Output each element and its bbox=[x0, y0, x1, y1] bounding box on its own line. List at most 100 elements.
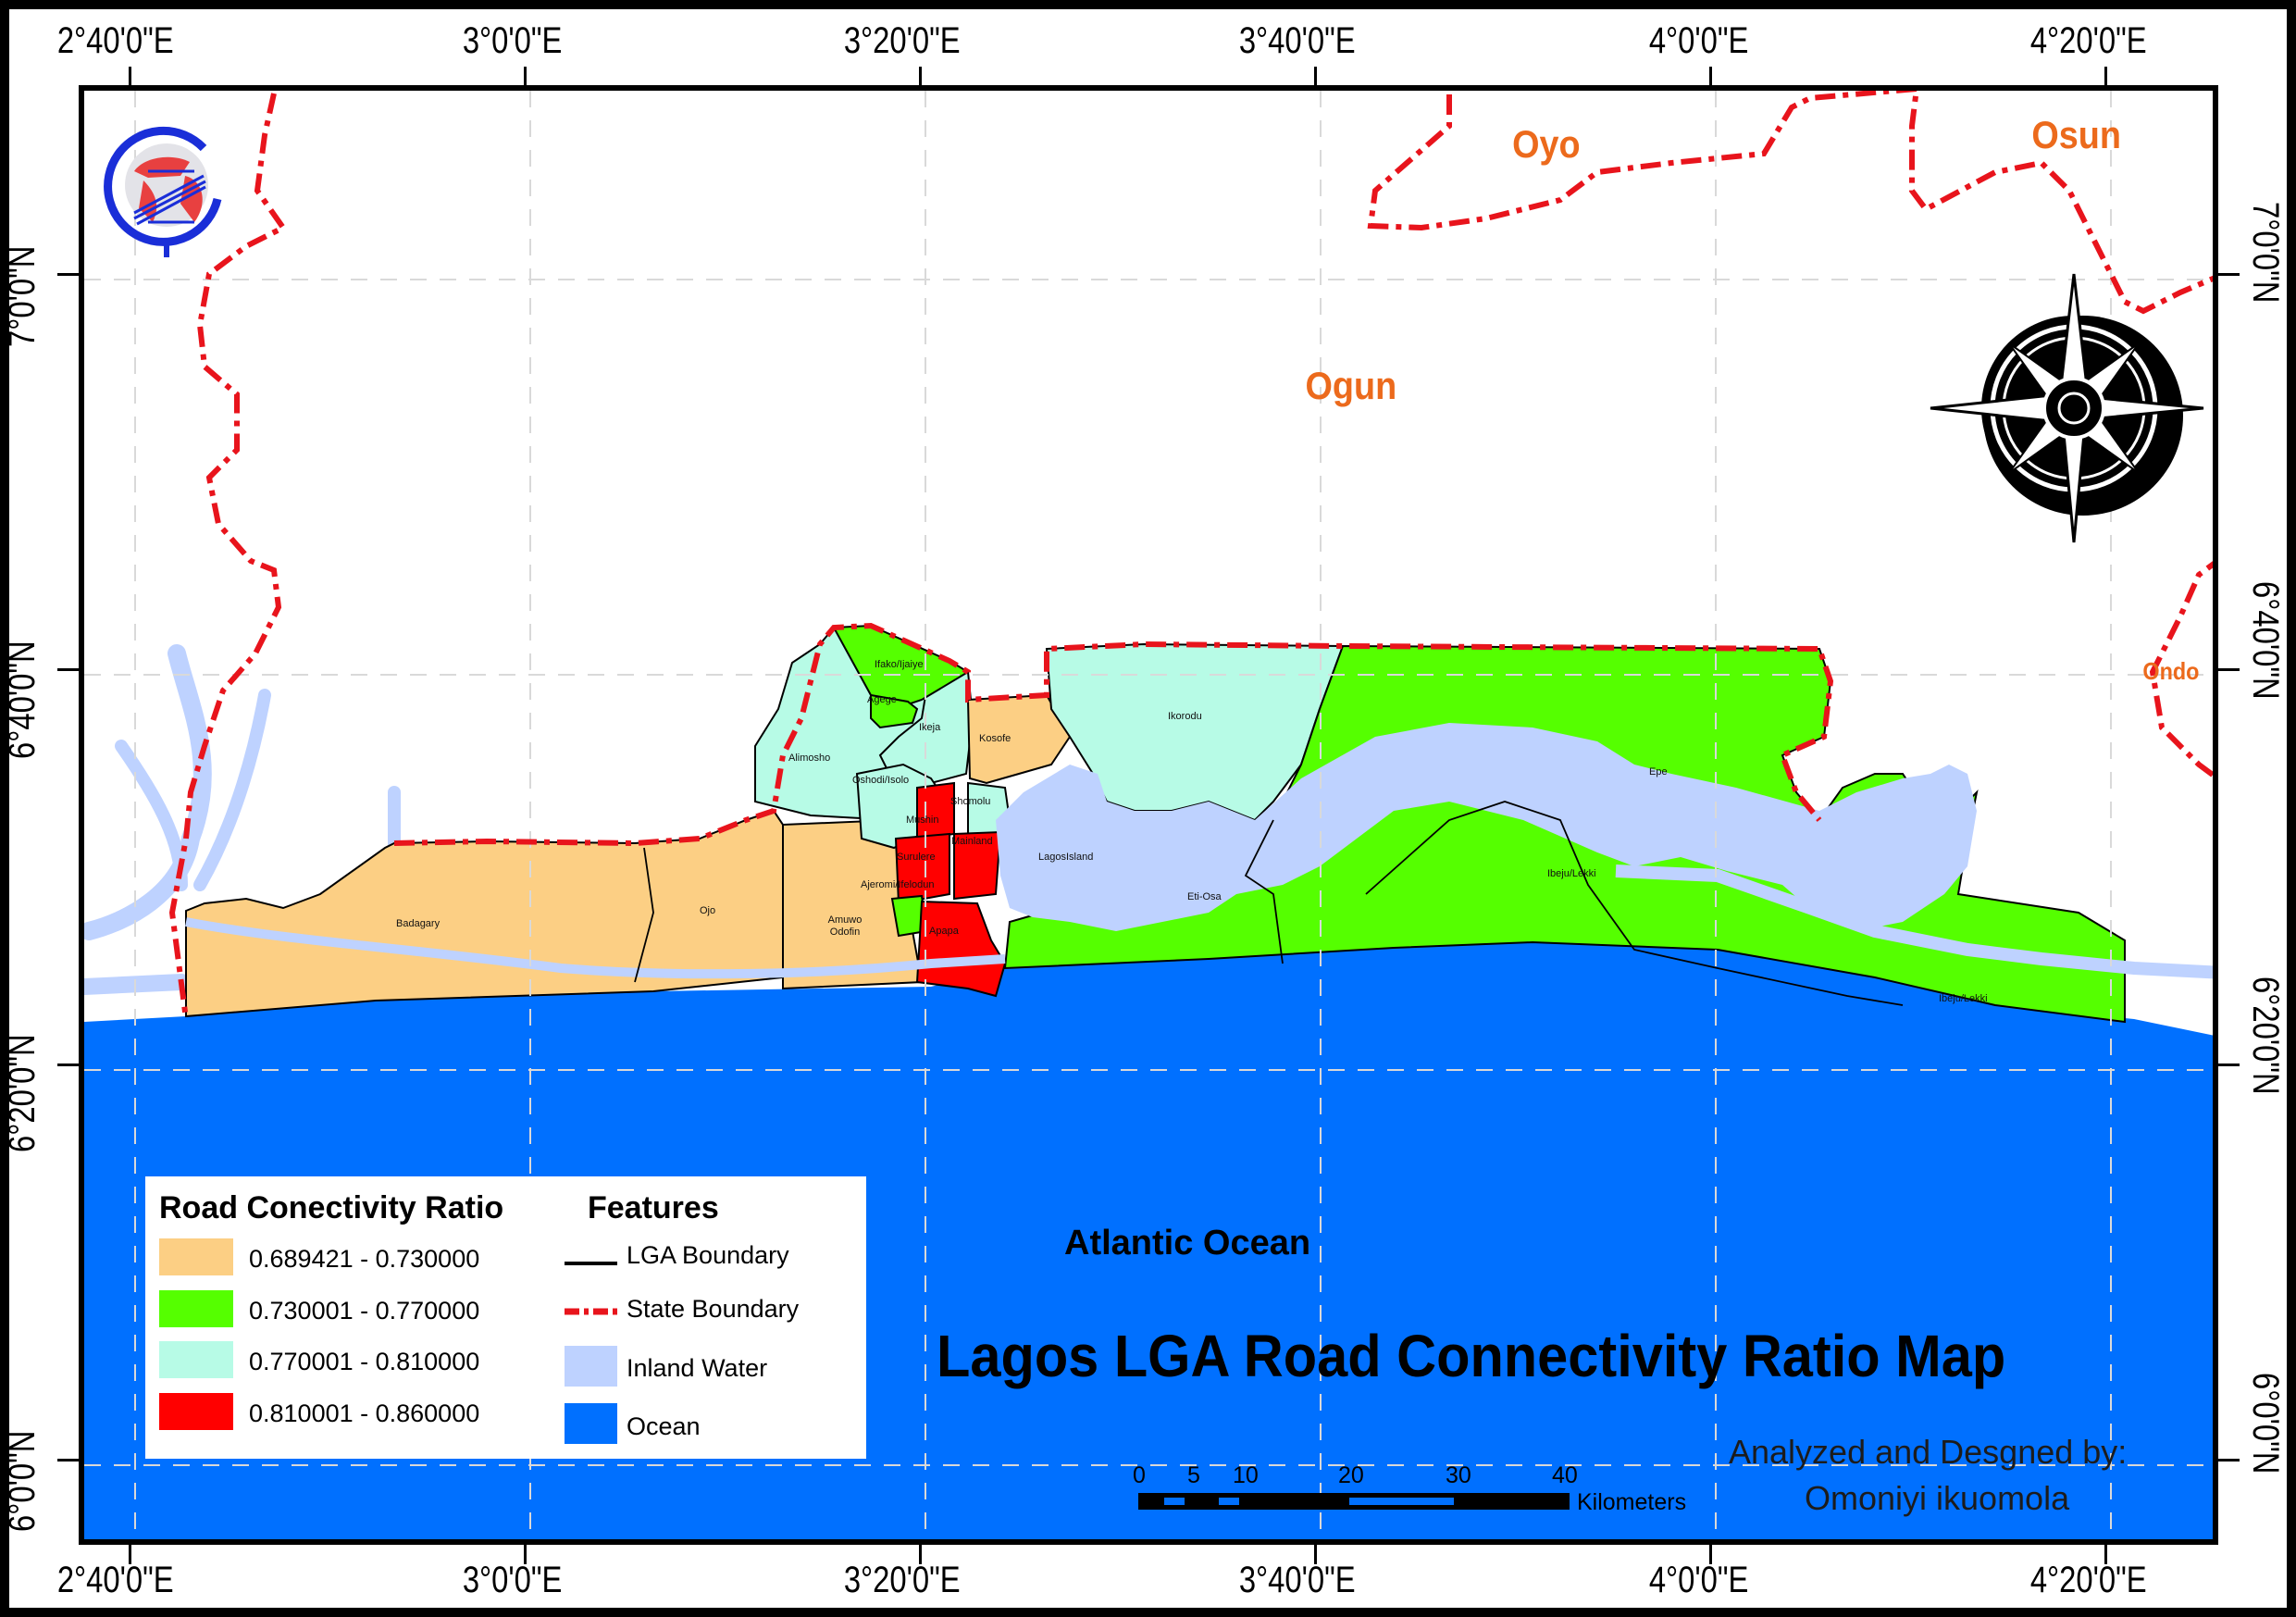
scale-bar bbox=[1138, 1493, 1570, 1510]
state-boundary bbox=[168, 91, 2213, 1020]
legend-feature-label: State Boundary bbox=[627, 1295, 800, 1323]
state-label-oyo: Oyo bbox=[1512, 122, 1581, 166]
legend: Road Conectivity Ratio 0.689421 - 0.7300… bbox=[145, 1176, 866, 1459]
latitude-label-left: 7°0'0"N bbox=[2, 245, 43, 347]
lga-label: Mainland bbox=[951, 836, 993, 847]
credit-line-2: Omoniyi ikuomola bbox=[1805, 1479, 2070, 1517]
tick-mark bbox=[2104, 1544, 2107, 1564]
lga-region-surulere bbox=[894, 832, 950, 905]
tick-mark bbox=[129, 1544, 131, 1564]
tick-mark bbox=[919, 1544, 922, 1564]
lga-region-agege bbox=[870, 693, 919, 729]
state-label-osun: Osun bbox=[2031, 113, 2121, 156]
tick-mark bbox=[1314, 1544, 1317, 1564]
tick-mark bbox=[57, 1459, 80, 1462]
longitude-label-bottom: 4°0'0"E bbox=[1648, 1560, 1749, 1600]
lga-label: Amuwo Odofin bbox=[827, 914, 863, 938]
legend-class-label: 0.689421 - 0.730000 bbox=[249, 1245, 480, 1273]
longitude-label-bottom: 4°20'0"E bbox=[2029, 1560, 2147, 1600]
longitude-label-top: 4°20'0"E bbox=[2029, 20, 2147, 61]
longitude-label-bottom: 3°40'0"E bbox=[1238, 1560, 1356, 1600]
ocean-swatch bbox=[565, 1403, 617, 1444]
latitude-label-right: 6°20'0"N bbox=[2245, 976, 2286, 1095]
legend-ratio-title: Road Conectivity Ratio bbox=[159, 1190, 504, 1225]
lga-label: Badagary bbox=[396, 918, 441, 929]
organization-logo-icon bbox=[104, 126, 222, 257]
tick-mark bbox=[919, 67, 922, 87]
longitude-label-top: 4°0'0"E bbox=[1648, 20, 1749, 61]
latitude-label-right: 7°0'0"N bbox=[2245, 202, 2286, 304]
lga-label: Ibeju/Lekki bbox=[1939, 993, 1988, 1004]
scale-tick-label: 30 bbox=[1446, 1462, 1471, 1488]
scale-tick-label: 20 bbox=[1338, 1462, 1364, 1488]
map-title: Lagos LGA Road Connectivity Ratio Map bbox=[937, 1323, 2006, 1389]
badagry-creek bbox=[185, 917, 1006, 979]
state-boundary-line-icon bbox=[565, 1308, 618, 1315]
lagos-lagoon bbox=[996, 723, 1977, 931]
tick-mark bbox=[2104, 67, 2107, 87]
state-label-ogun: Ogun bbox=[1305, 364, 1397, 407]
lga-boundary-line-icon bbox=[565, 1262, 617, 1265]
lga-label: Shomolu bbox=[950, 796, 991, 807]
legend-swatch-class2 bbox=[159, 1290, 233, 1327]
lga-label: Ikorodu bbox=[1168, 711, 1202, 722]
lga-label: Surulere bbox=[897, 852, 936, 863]
latitude-label-right: 6°0'0"N bbox=[2245, 1373, 2286, 1474]
lga-label: Epe bbox=[1649, 766, 1668, 777]
legend-swatch-class4 bbox=[159, 1393, 233, 1430]
lga-label: Apapa bbox=[929, 926, 959, 937]
lga-region-mushin bbox=[916, 781, 955, 840]
longitude-label-bottom: 3°0'0"E bbox=[462, 1560, 563, 1600]
tick-mark bbox=[2217, 1459, 2240, 1462]
lga-label: Oshodi/Isolo bbox=[852, 775, 910, 786]
legend-class-label: 0.810001 - 0.860000 bbox=[249, 1399, 480, 1427]
lga-label: Kosofe bbox=[979, 733, 1011, 744]
north-arrow-compass-icon bbox=[1930, 273, 2204, 543]
longitude-label-bottom: 2°40'0"E bbox=[56, 1560, 174, 1600]
latitude-label-right: 6°40'0"N bbox=[2245, 581, 2286, 700]
longitude-label-top: 3°40'0"E bbox=[1238, 20, 1356, 61]
longitude-label-top: 2°40'0"E bbox=[56, 20, 174, 61]
lga-label: Mushin bbox=[906, 815, 939, 826]
credit-line-1: Analyzed and Desgned by: bbox=[1729, 1433, 2128, 1471]
tick-mark bbox=[129, 67, 131, 87]
scale-unit-label: Kilometers bbox=[1577, 1489, 1687, 1515]
tick-mark bbox=[57, 273, 80, 276]
lga-label: Alimosho bbox=[788, 753, 831, 764]
tick-mark bbox=[1709, 67, 1712, 87]
tick-mark bbox=[2217, 273, 2240, 276]
tick-mark bbox=[2217, 668, 2240, 671]
tick-mark bbox=[1314, 67, 1317, 87]
legend-swatch-class1 bbox=[159, 1238, 233, 1275]
tick-mark bbox=[1709, 1544, 1712, 1564]
lga-label: Ojo bbox=[700, 905, 716, 916]
longitude-label-top: 3°0'0"E bbox=[462, 20, 563, 61]
lga-label: Eti-Osa bbox=[1187, 891, 1222, 902]
legend-feature-label: LGA Boundary bbox=[627, 1241, 789, 1269]
ocean-label: Atlantic Ocean bbox=[1064, 1224, 1311, 1263]
tick-mark bbox=[57, 668, 80, 671]
longitude-label-bottom: 3°20'0"E bbox=[843, 1560, 961, 1600]
legend-class-label: 0.770001 - 0.810000 bbox=[249, 1348, 480, 1375]
legend-feature-label: Ocean bbox=[627, 1412, 701, 1440]
scale-tick-label: 5 bbox=[1187, 1462, 1200, 1488]
tick-mark bbox=[524, 67, 527, 87]
lga-label: Ajeromi/Ifelodun bbox=[861, 879, 935, 890]
longitude-label-top: 3°20'0"E bbox=[843, 20, 961, 61]
lekki-lagoon-channel bbox=[1615, 864, 2213, 979]
latitude-label-left: 6°40'0"N bbox=[2, 641, 43, 759]
inland-water-swatch bbox=[565, 1346, 617, 1387]
lga-region-apapa bbox=[915, 900, 1007, 998]
lga-label: Ifako/Ijaiye bbox=[875, 659, 924, 670]
lga-label: Agege bbox=[867, 694, 897, 705]
tick-mark bbox=[57, 1063, 80, 1066]
scale-tick-label: 10 bbox=[1233, 1462, 1259, 1488]
scale-tick-label: 0 bbox=[1133, 1462, 1146, 1488]
legend-class-label: 0.730001 - 0.770000 bbox=[249, 1297, 480, 1325]
lga-label: Ikeja bbox=[919, 722, 941, 733]
lga-label: Ibeju/Lekki bbox=[1547, 868, 1596, 879]
scale-tick-label: 40 bbox=[1552, 1462, 1578, 1488]
tick-mark bbox=[524, 1544, 527, 1564]
lga-label: LagosIsland bbox=[1038, 852, 1094, 863]
